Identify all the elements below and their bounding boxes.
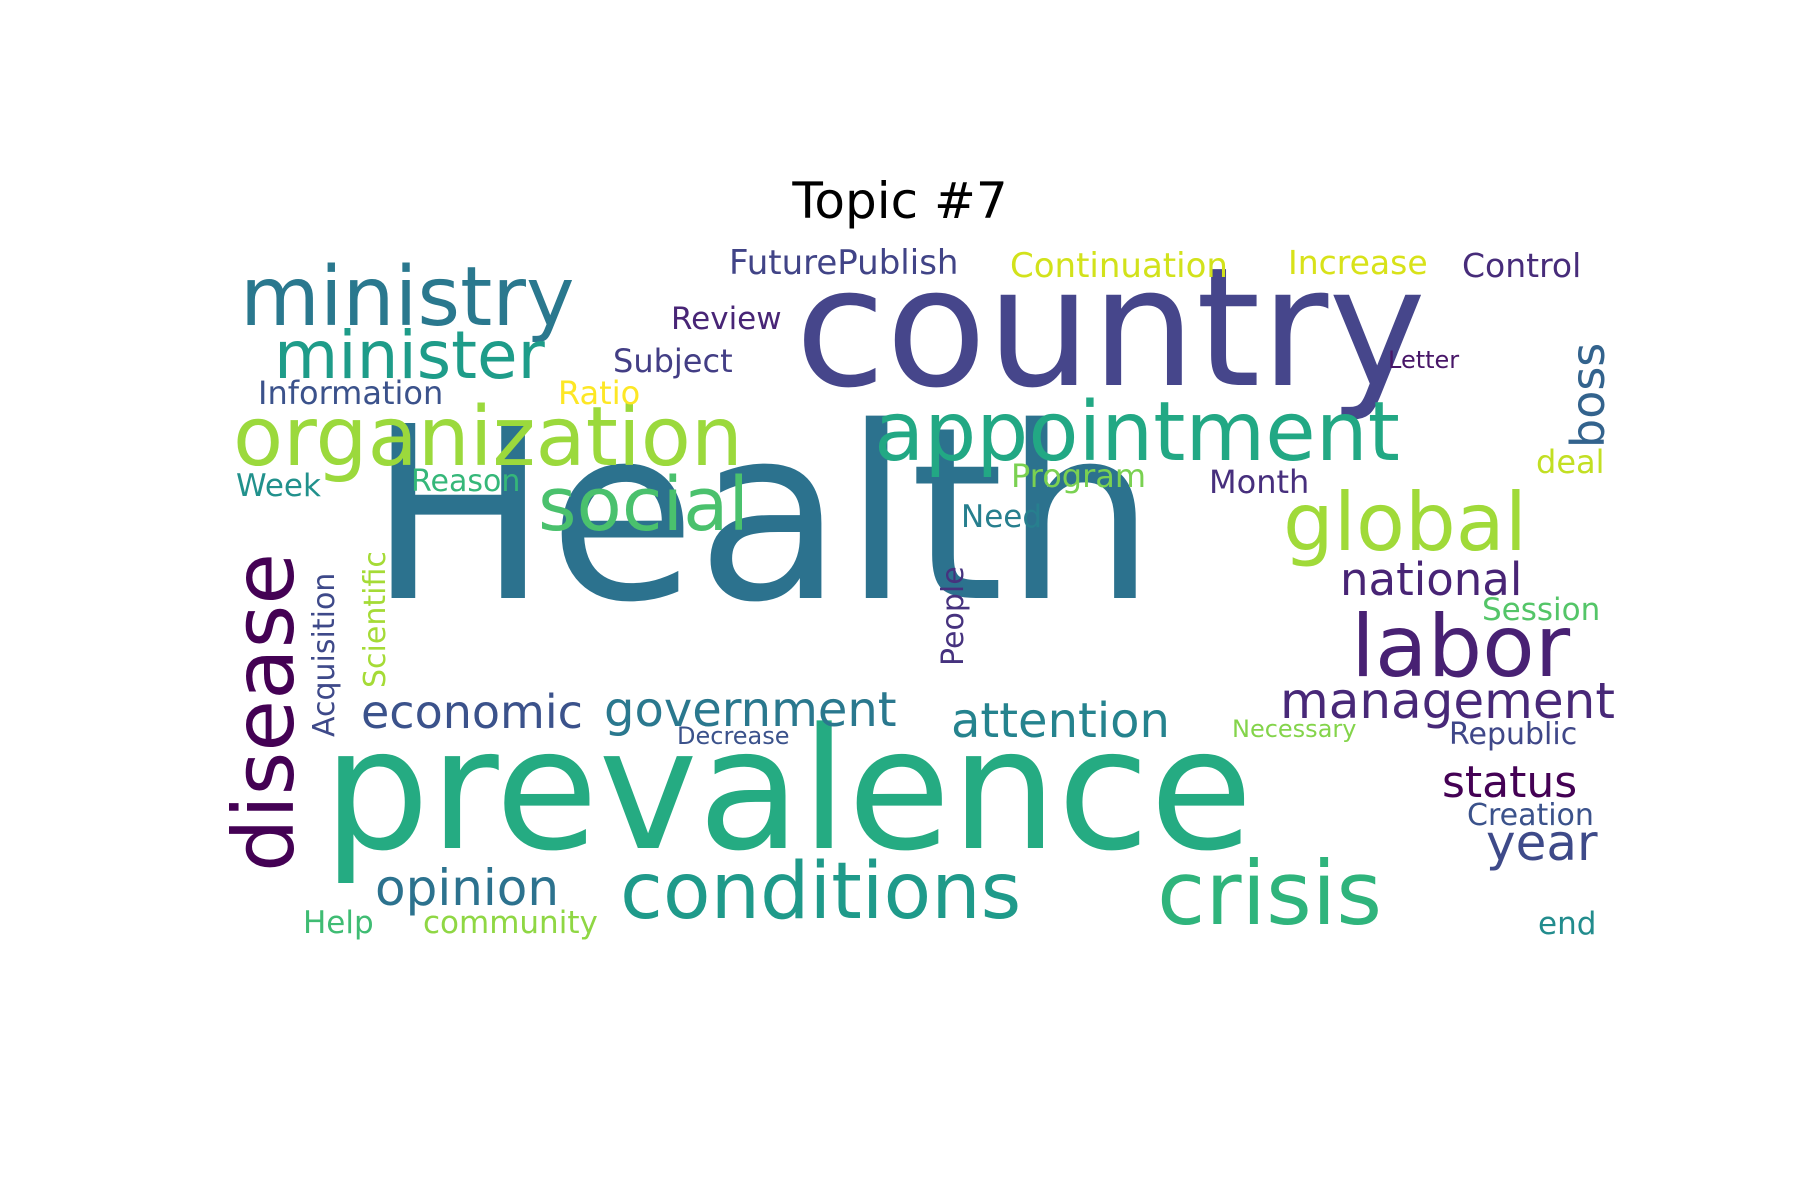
word-health: Health	[368, 375, 1156, 655]
word-ministry: ministry	[240, 250, 575, 345]
word-control: Control	[1462, 246, 1581, 285]
word-acquisition: Acquisition	[307, 573, 342, 737]
word-reason: Reason	[411, 464, 520, 499]
word-creation: Creation	[1467, 798, 1594, 833]
word-increase: Increase	[1288, 243, 1428, 282]
word-scientific: Scientific	[358, 551, 393, 688]
word-session: Session	[1482, 592, 1600, 628]
word-global: global	[1283, 476, 1527, 569]
word-crisis: crisis	[1157, 842, 1382, 945]
word-management: management	[1280, 672, 1615, 730]
word-continuation: Continuation	[1010, 246, 1228, 286]
word-week: Week	[236, 468, 321, 504]
word-opinion: opinion	[375, 859, 559, 917]
word-economic: economic	[361, 685, 583, 739]
word-labor: labor	[1351, 597, 1571, 697]
word-ratio: Ratio	[558, 374, 640, 412]
word-help: Help	[303, 905, 374, 941]
word-prevalence: prevalence	[323, 692, 1253, 888]
word-review: Review	[671, 301, 782, 337]
word-month: Month	[1209, 463, 1309, 501]
word-organization: organization	[233, 390, 743, 485]
word-disease: disease	[215, 553, 313, 872]
word-futurepublish: FuturePublish	[729, 243, 958, 283]
chart-title: Topic #7	[792, 172, 1008, 230]
word-republic: Republic	[1449, 717, 1577, 752]
word-minister: minister	[274, 317, 546, 394]
word-program: Program	[1011, 457, 1146, 495]
word-country: country	[795, 232, 1426, 424]
word-social: social	[538, 462, 749, 548]
word-subject: Subject	[613, 342, 733, 380]
word-information: Information	[258, 374, 443, 412]
word-year: year	[1486, 814, 1598, 872]
word-conditions: conditions	[620, 847, 1021, 937]
word-attention: attention	[951, 693, 1170, 749]
word-end: end	[1538, 906, 1596, 942]
word-letter: Letter	[1388, 346, 1459, 374]
word-need: Need	[961, 499, 1042, 535]
word-national: national	[1340, 553, 1522, 606]
word-community: community	[423, 905, 598, 941]
word-people: People	[936, 566, 971, 666]
word-deal: deal	[1536, 443, 1605, 481]
word-decrease: Decrease	[677, 722, 790, 750]
word-appointment: appointment	[874, 385, 1400, 480]
word-government: government	[604, 682, 897, 738]
word-necessary: Necessary	[1232, 715, 1356, 743]
word-status: status	[1442, 757, 1577, 808]
word-boss: boss	[1561, 343, 1615, 448]
